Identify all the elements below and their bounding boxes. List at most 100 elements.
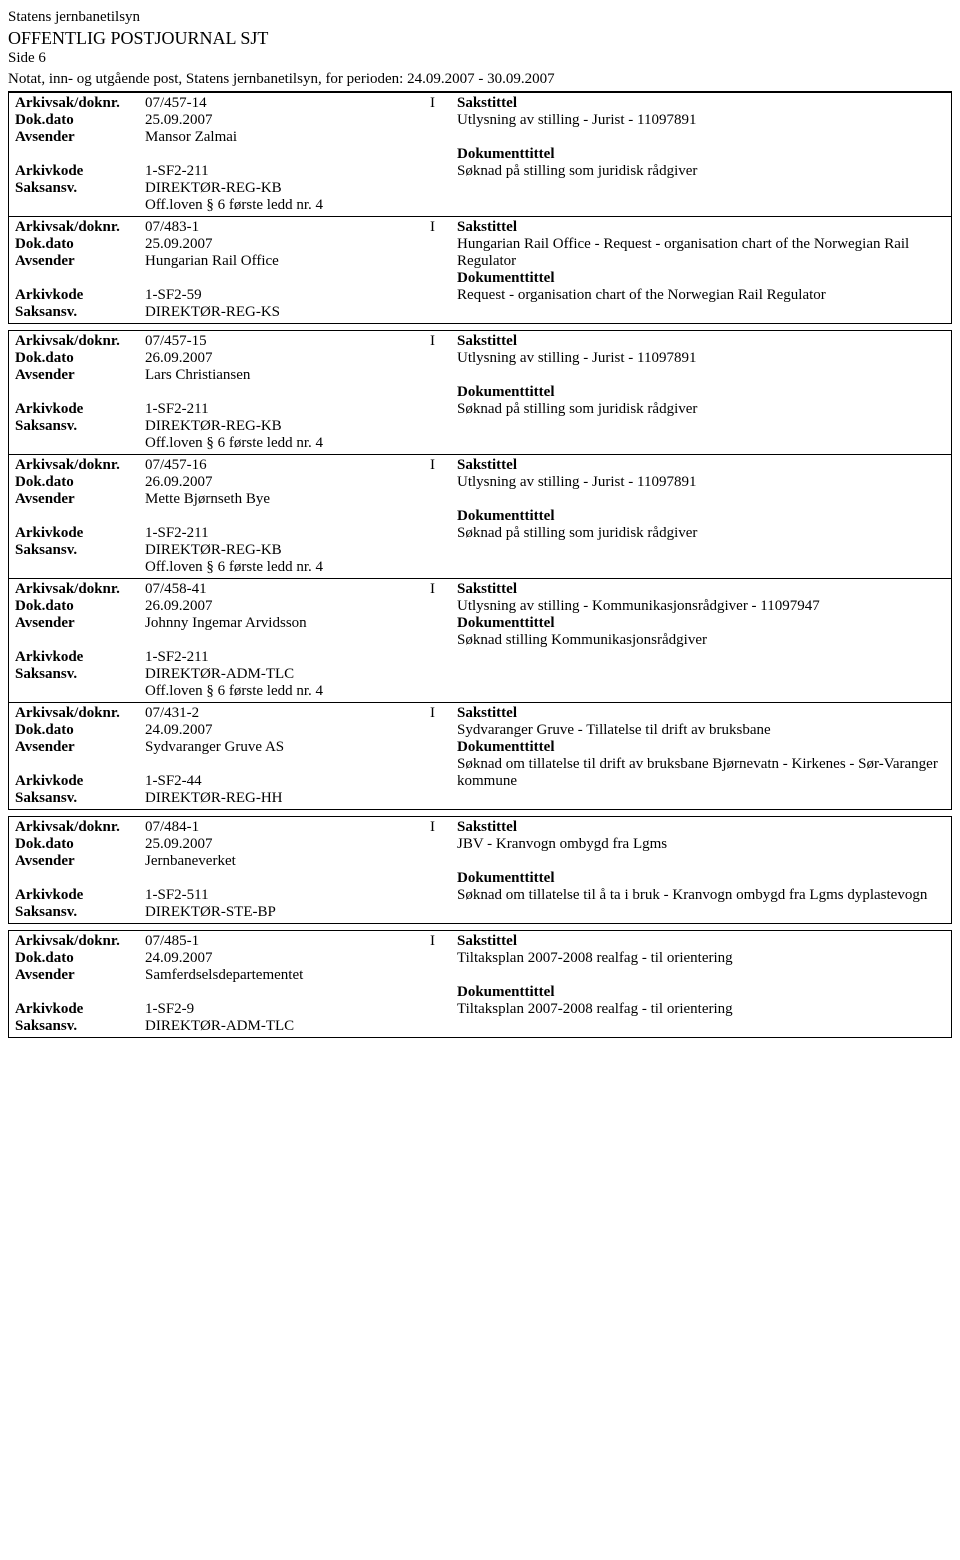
dokumenttittel-label: Dokumenttittel <box>457 870 945 887</box>
avsender-row-label: Avsender <box>15 253 145 270</box>
spacer <box>15 984 445 1001</box>
saksansv-row-value: DIREKTØR-REG-KB <box>145 542 445 559</box>
arkivsak-row-label: Arkivsak/doknr. <box>15 333 145 350</box>
io-indicator: I <box>430 219 445 236</box>
dokumenttittel-value: Søknad om tillatelse til å ta i bruk - K… <box>457 887 945 904</box>
arkivkode-row-value: 1-SF2-59 <box>145 287 445 304</box>
arkivkode-row-value: 1-SF2-511 <box>145 887 445 904</box>
record-left-col: Arkivsak/doknr.07/457-15IDok.dato26.09.2… <box>9 331 451 454</box>
arkivsak-row: Arkivsak/doknr.07/458-41I <box>15 581 445 598</box>
avsender-row-label: Avsender <box>15 853 145 870</box>
sakstittel-label: Sakstittel <box>457 581 945 598</box>
avsender-row: AvsenderLars Christiansen <box>15 367 445 384</box>
dokdato-row: Dok.dato24.09.2007 <box>15 950 445 967</box>
arkivkode-row-value: 1-SF2-9 <box>145 1001 445 1018</box>
record-left-col: Arkivsak/doknr.07/458-41IDok.dato26.09.2… <box>9 579 451 702</box>
saksansv-row-label: Saksansv. <box>15 904 145 921</box>
record-left-col: Arkivsak/doknr.07/457-14IDok.dato25.09.2… <box>9 93 451 216</box>
journal-record: Arkivsak/doknr.07/457-15IDok.dato26.09.2… <box>8 330 952 455</box>
arkivkode-row: Arkivkode1-SF2-59 <box>15 287 445 304</box>
avsender-row: AvsenderJernbaneverket <box>15 853 445 870</box>
arkivsak-row-label: Arkivsak/doknr. <box>15 457 145 474</box>
saksansv-row-label: Saksansv. <box>15 1018 145 1035</box>
spacer <box>457 367 945 384</box>
dokdato-row-value: 26.09.2007 <box>145 474 445 491</box>
arkivkode-row-value: 1-SF2-211 <box>145 525 445 542</box>
dokumenttittel-label: Dokumenttittel <box>457 270 945 287</box>
dokdato-row: Dok.dato25.09.2007 <box>15 836 445 853</box>
spacer <box>457 129 945 146</box>
arkivsak-row-value: 07/431-2I <box>145 705 445 722</box>
saksansv-row-value: DIREKTØR-ADM-TLC <box>145 666 445 683</box>
journal-record: Arkivsak/doknr.07/457-14IDok.dato25.09.2… <box>8 92 952 217</box>
offloven-value: Off.loven § 6 første ledd nr. 4 <box>145 683 445 700</box>
saksansv-row: Saksansv.DIREKTØR-ADM-TLC <box>15 666 445 683</box>
dokdato-row-label: Dok.dato <box>15 836 145 853</box>
arkivsak-row-value: 07/457-15I <box>145 333 445 350</box>
journal-record: Arkivsak/doknr.07/457-16IDok.dato26.09.2… <box>8 455 952 579</box>
avsender-row-label: Avsender <box>15 967 145 984</box>
offloven-value: Off.loven § 6 første ledd nr. 4 <box>145 197 445 214</box>
dokdato-row-label: Dok.dato <box>15 722 145 739</box>
arkivsak-row-value: 07/484-1I <box>145 819 445 836</box>
dokumenttittel-label: Dokumenttittel <box>457 384 945 401</box>
dokdato-row-value: 25.09.2007 <box>145 836 445 853</box>
dokdato-row-value: 25.09.2007 <box>145 112 445 129</box>
arkivsak-row: Arkivsak/doknr.07/483-1 I <box>15 219 445 236</box>
record-right-col: SakstittelSydvaranger Gruve - Tillatelse… <box>451 703 951 809</box>
avsender-row-value: Lars Christiansen <box>145 367 445 384</box>
dokumenttittel-label: Dokumenttittel <box>457 984 945 1001</box>
arkivkode-row-value: 1-SF2-211 <box>145 163 445 180</box>
arkivsak-number: 07/483-1 <box>145 219 199 236</box>
avsender-row-value: Mette Bjørnseth Bye <box>145 491 445 508</box>
arkivkode-row-value: 1-SF2-211 <box>145 649 445 666</box>
record-right-col: SakstittelUtlysning av stilling - Jurist… <box>451 331 951 454</box>
saksansv-row: Saksansv.DIREKTØR-REG-KB <box>15 418 445 435</box>
avsender-row-label: Avsender <box>15 367 145 384</box>
arkivsak-row: Arkivsak/doknr.07/457-14I <box>15 95 445 112</box>
spacer <box>457 967 945 984</box>
offloven-row: Off.loven § 6 første ledd nr. 4 <box>15 559 445 576</box>
dokdato-row-value: 25.09.2007 <box>145 236 445 253</box>
arkivsak-row-label: Arkivsak/doknr. <box>15 705 145 722</box>
record-right-col: SakstittelUtlysning av stilling - Jurist… <box>451 455 951 578</box>
dokumenttittel-value: Søknad om tillatelse til drift av bruksb… <box>457 756 945 790</box>
saksansv-row-value: DIREKTØR-REG-KB <box>145 180 445 197</box>
io-indicator: I <box>430 333 445 350</box>
dokdato-row-label: Dok.dato <box>15 350 145 367</box>
sakstittel-value: Utlysning av stilling - Jurist - 1109789… <box>457 112 945 129</box>
arkivkode-row: Arkivkode1-SF2-211 <box>15 649 445 666</box>
dokumenttittel-label: Dokumenttittel <box>457 146 945 163</box>
dokdato-row-label: Dok.dato <box>15 112 145 129</box>
dokdato-row-value: 24.09.2007 <box>145 950 445 967</box>
sakstittel-label: Sakstittel <box>457 819 945 836</box>
offloven-value: Off.loven § 6 første ledd nr. 4 <box>145 435 445 452</box>
avsender-row-value: Johnny Ingemar Arvidsson <box>145 615 445 632</box>
saksansv-row-value: DIREKTØR-STE-BP <box>145 904 445 921</box>
dokdato-row: Dok.dato26.09.2007 <box>15 598 445 615</box>
dokumenttittel-label: Dokumenttittel <box>457 615 945 632</box>
arkivsak-row-label: Arkivsak/doknr. <box>15 219 145 236</box>
avsender-row-label: Avsender <box>15 739 145 756</box>
avsender-row: AvsenderJohnny Ingemar Arvidsson <box>15 615 445 632</box>
saksansv-row: Saksansv.DIREKTØR-REG-HH <box>15 790 445 807</box>
avsender-row-value: Mansor Zalmai <box>145 129 445 146</box>
saksansv-row-label: Saksansv. <box>15 418 145 435</box>
arkivsak-number: 07/457-14 <box>145 95 207 112</box>
spacer <box>15 756 445 773</box>
dokdato-row-label: Dok.dato <box>15 950 145 967</box>
sakstittel-value: Utlysning av stilling - Kommunikasjonsrå… <box>457 598 945 615</box>
avsender-row-value: Hungarian Rail Office <box>145 253 445 270</box>
dokumenttittel-value: Søknad på stilling som juridisk rådgiver <box>457 401 945 418</box>
arkivsak-row-value: 07/458-41I <box>145 581 445 598</box>
page-number: Side 6 <box>8 49 952 68</box>
saksansv-row: Saksansv.DIREKTØR-STE-BP <box>15 904 445 921</box>
arkivsak-row-label: Arkivsak/doknr. <box>15 95 145 112</box>
record-left-col: Arkivsak/doknr.07/457-16IDok.dato26.09.2… <box>9 455 451 578</box>
page-header: Statens jernbanetilsyn OFFENTLIG POSTJOU… <box>8 8 952 92</box>
avsender-row-label: Avsender <box>15 615 145 632</box>
record-right-col: SakstittelHungarian Rail Office - Reques… <box>451 217 951 323</box>
saksansv-row: Saksansv.DIREKTØR-REG-KB <box>15 180 445 197</box>
saksansv-row-value: DIREKTØR-ADM-TLC <box>145 1018 445 1035</box>
spacer <box>15 508 445 525</box>
